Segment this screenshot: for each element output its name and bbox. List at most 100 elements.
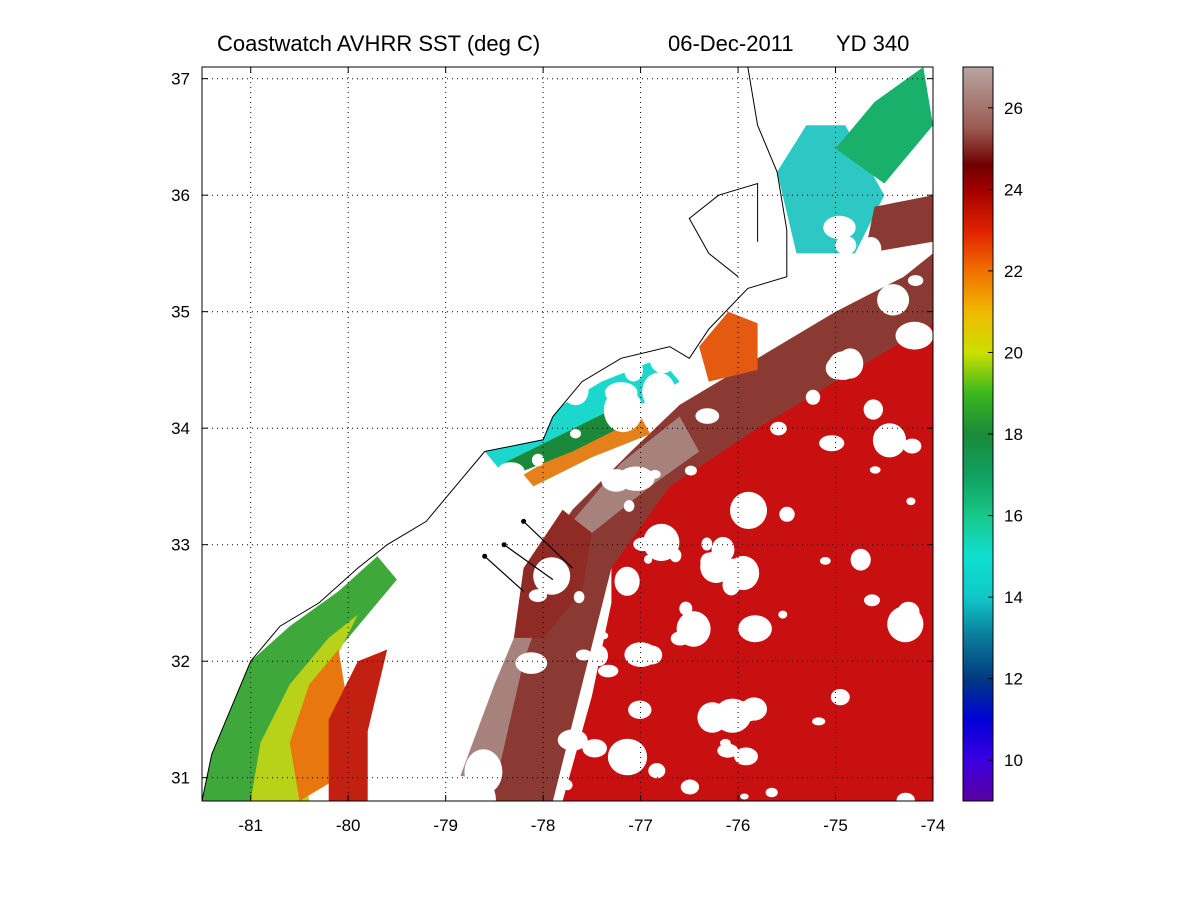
cloud-patch	[443, 605, 455, 615]
cloud-patch	[872, 423, 907, 458]
cloud-patch	[906, 497, 916, 506]
cloud-patch	[405, 584, 425, 608]
cloud-patch	[907, 275, 924, 286]
y-tick-label: 36	[171, 186, 190, 205]
cloud-patch	[427, 526, 460, 548]
cloud-patch	[562, 779, 573, 791]
cloud-patch	[819, 435, 845, 452]
cloud-patch	[648, 763, 666, 779]
cloud-patch	[770, 421, 787, 436]
cloud-patch	[624, 359, 643, 382]
x-tick-label: -77	[628, 816, 653, 835]
sst-region-nearshore-red	[328, 649, 388, 801]
cloud-patch	[642, 372, 676, 411]
cloud-patch	[459, 696, 477, 711]
cloud-patch	[713, 698, 752, 733]
title-yearday: YD 340	[836, 31, 909, 56]
cloud-patch	[506, 487, 533, 507]
cloud-patch	[489, 556, 520, 588]
cloud-patch	[515, 652, 548, 674]
colorbar-axis: 10 12 14 16 18 20 22 24 26	[988, 99, 1023, 770]
colorbar-tick-label: 26	[1004, 99, 1023, 118]
sst-region-hatteras-orange	[699, 311, 758, 382]
coastline-layer	[202, 67, 788, 801]
transect-line	[503, 544, 554, 581]
sound-outline	[688, 182, 759, 278]
cloud-patch	[484, 619, 494, 629]
cloud-patch	[644, 555, 653, 564]
y-tick-label: 31	[171, 769, 190, 788]
latitude-axis: 31 32 33 34 35 36 37	[171, 70, 933, 788]
cloud-patch	[720, 738, 731, 748]
x-tick-label: -74	[921, 816, 946, 835]
cloud-patch	[711, 536, 735, 563]
cloud-patch	[570, 429, 581, 439]
cloud-patch	[435, 503, 457, 520]
cloud-patch	[902, 438, 922, 454]
cloud-patch	[444, 775, 477, 801]
sst-region-north-green	[835, 67, 933, 184]
cloud-patch	[715, 558, 751, 582]
x-tick-label: -75	[823, 816, 848, 835]
cloud-patch	[684, 465, 697, 476]
cloud-patch	[560, 498, 572, 509]
cloud-patch	[607, 738, 648, 776]
x-tick-label: -76	[726, 816, 751, 835]
colorbar-tick-label: 12	[1004, 670, 1023, 689]
colorbar-tick-label: 14	[1004, 588, 1023, 607]
colorbar-tick-label: 10	[1004, 751, 1023, 770]
cloud-patch	[614, 566, 640, 596]
y-tick-label: 32	[171, 652, 190, 671]
cloud-patch	[497, 462, 525, 481]
transect-line	[523, 520, 573, 569]
cloud-patch	[582, 739, 607, 758]
y-tick-label: 34	[171, 419, 190, 438]
land-mask	[202, 67, 787, 801]
cloud-patch	[877, 284, 910, 316]
cloud-patch	[812, 717, 826, 726]
transect-station	[482, 553, 488, 559]
cloud-patch	[805, 389, 821, 405]
y-tick-label: 33	[171, 536, 190, 555]
cloud-patch	[533, 557, 571, 595]
cloud-patch	[628, 700, 652, 719]
cloud-patch	[420, 701, 432, 713]
cloud-patch	[896, 792, 915, 801]
cloud-patch	[528, 589, 548, 602]
cloud-patch	[643, 523, 680, 562]
cloud-patch	[624, 476, 634, 486]
cloud-patch	[676, 611, 711, 647]
cloud-patch	[604, 382, 638, 404]
cloud-patch	[450, 663, 473, 678]
colorbar-tick-label: 16	[1004, 507, 1023, 526]
cloud-patch	[649, 344, 677, 374]
y-tick-label: 37	[171, 70, 190, 89]
y-tick-label: 35	[171, 303, 190, 322]
cloud-patch	[863, 399, 883, 420]
cloud-patch	[398, 546, 429, 576]
x-tick-label: -81	[238, 816, 263, 835]
cloud-patch	[830, 689, 850, 706]
cloud-patch	[895, 321, 933, 350]
cloud-patch	[598, 664, 619, 678]
colorbar-tick-label: 20	[1004, 343, 1023, 362]
cloud-patch	[740, 793, 749, 800]
cloud-patch	[487, 488, 506, 500]
cloud-patch	[869, 466, 881, 474]
colorbar-tick-label: 18	[1004, 425, 1023, 444]
cloud-patch	[383, 611, 412, 630]
cloud-patch	[388, 653, 401, 663]
x-tick-label: -80	[336, 816, 361, 835]
sst-region-shelf-break-orange	[523, 416, 651, 487]
cloud-patch	[779, 506, 795, 522]
transect-layer	[482, 518, 573, 592]
cloud-patch	[701, 537, 713, 551]
cloud-patch	[835, 235, 857, 255]
cloud-patch	[385, 695, 416, 727]
cloud-patch	[590, 645, 608, 666]
cloud-patch	[575, 649, 592, 661]
cloud-mask-layer	[202, 67, 933, 801]
cloud-patch	[617, 466, 655, 491]
cloud-patch	[531, 453, 545, 467]
